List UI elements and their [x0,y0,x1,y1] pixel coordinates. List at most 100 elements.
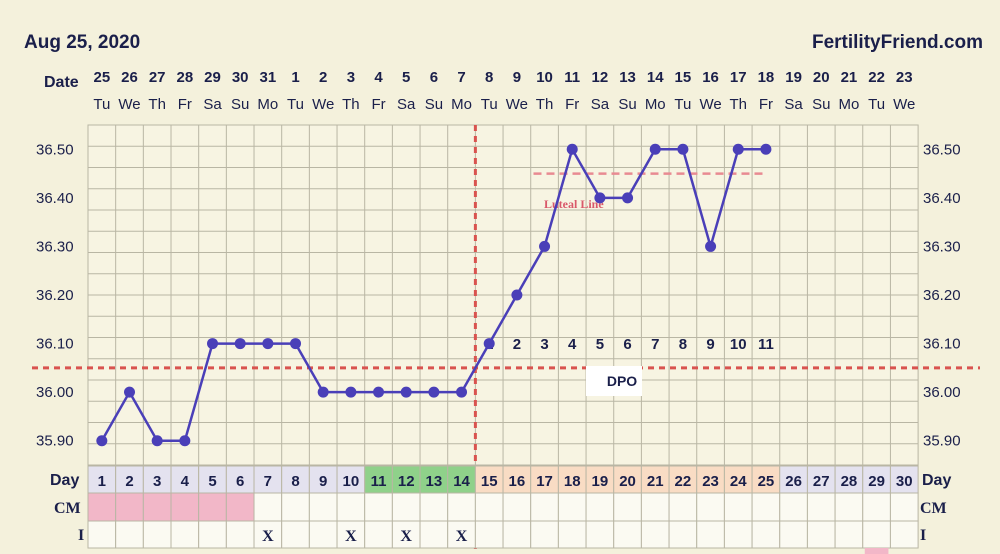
dpo-label: DPO [607,373,637,389]
cm-cell [779,492,808,522]
weekday-label: Mo [257,96,278,113]
date-label: 17 [730,69,747,86]
cm-cell [613,492,642,522]
cycle-day-number: 22 [675,473,692,490]
temperature-point [705,240,717,252]
date-label: 31 [260,69,277,86]
day-cell [170,465,200,494]
y-tick-label: 35.90 [36,433,74,450]
dpo-number: 6 [623,336,631,353]
dpo-number: 7 [651,336,659,353]
temperature-point [373,386,385,398]
intercourse-cell [447,520,476,549]
weekday-label: We [699,96,721,113]
cm-cell [668,492,698,522]
intercourse-cell [115,520,144,549]
cm-cell [253,492,283,522]
temperature-point [124,386,136,398]
y-tick-label-right: 36.10 [923,336,961,353]
date-label: 7 [457,69,465,86]
weekday-label: Th [536,96,554,113]
weekday-label: Th [342,96,360,113]
cycle-day-number: 15 [481,473,498,490]
intercourse-mark: X [262,528,274,545]
cm-cell [474,492,504,522]
temperature-series [96,143,772,447]
date-label: 16 [702,69,719,86]
date-label: 15 [675,69,692,86]
y-tick-label: 36.40 [36,190,74,207]
intercourse-cell [170,520,200,549]
y-tick-label: 36.50 [36,141,74,158]
cycle-day-number: 2 [125,473,133,490]
date-label: 23 [896,69,913,86]
intercourse-cell [364,520,393,549]
weekday-label: We [312,96,334,113]
date-label: 9 [513,69,521,86]
weekday-label: Tu [287,96,304,113]
date-label: 1 [291,69,299,86]
cycle-day-number: 24 [730,473,747,490]
cycle-day-number: 29 [868,473,885,490]
site-name[interactable]: FertilityFriend.com [812,32,983,53]
cm-cell [198,492,227,522]
intercourse-cell [502,520,532,549]
intercourse-cell [557,520,587,549]
y-axis-right: 36.50 36.40 36.30 36.20 36.10 36.00 35.90 [923,141,961,449]
cm-cell [87,492,117,522]
intercourse-mark: X [345,528,357,545]
cycle-day-number: 28 [841,473,858,490]
day-cell [530,465,559,494]
cycle-day-number: 9 [319,473,327,490]
day-cell [391,465,421,494]
weekday-label: Tu [674,96,691,113]
weekday-row: Tu We Th Fr Sa Su Mo Tu We Th Fr Sa Su Mo Tu We Th Fr Sa Su… [93,96,915,113]
cm-cell [889,492,919,522]
date-label: 12 [592,69,609,86]
weekday-label: Tu [481,96,498,113]
cycle-day-number: 26 [785,473,802,490]
cm-cell [225,492,255,522]
intercourse-cell [198,520,227,549]
temperature-point [622,192,634,204]
cycle-day-number: 4 [181,473,190,490]
intercourse-cell [530,520,559,549]
cycle-day-number: 3 [153,473,161,490]
date-label: 3 [347,69,355,86]
cycle-day-number: 30 [896,473,913,490]
cm-cell [557,492,587,522]
day-row-label: Day [50,472,79,489]
date-label: 28 [177,69,194,86]
intercourse-cell [281,520,310,549]
intercourse-cell [336,520,366,549]
date-label: 30 [232,69,249,86]
weekday-label: Tu [868,96,885,113]
luteal-line: Luteal Line [533,172,766,211]
date-label: 22 [868,69,885,86]
cm-cell [419,492,449,522]
menses-mark [864,548,889,554]
intercourse-cell [308,520,338,549]
dpo-number: 2 [513,336,521,353]
weekday-label: Sa [397,96,416,113]
weekday-label: Su [618,96,636,113]
cm-cell [696,492,725,522]
date-label: 19 [785,69,802,86]
cycle-day-number: 19 [592,473,609,490]
cm-cell [281,492,310,522]
weekday-label: Fr [565,96,579,113]
weekday-label: Fr [759,96,773,113]
date-label: 4 [374,69,383,86]
cycle-day-number: 10 [343,473,360,490]
weekday-label: Mo [451,96,472,113]
weekday-label: Fr [371,96,385,113]
cm-cell [585,492,615,522]
date-label: 8 [485,69,493,86]
cm-cell [723,492,753,522]
weekday-label: Th [148,96,166,113]
date-label: 2 [319,69,327,86]
date-label: 21 [841,69,858,86]
day-cell [779,465,808,494]
cm-cell [640,492,670,522]
cycle-day-number: 5 [208,473,216,490]
